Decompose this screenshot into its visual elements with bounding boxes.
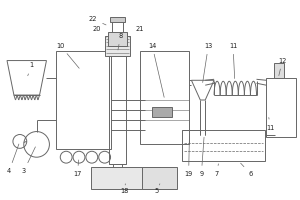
Bar: [274, 63, 284, 78]
Text: 21: 21: [130, 26, 144, 37]
Bar: [140, 51, 189, 144]
Text: 12: 12: [278, 58, 286, 76]
Text: 18: 18: [120, 184, 129, 194]
Text: 11: 11: [266, 118, 274, 131]
Bar: [91, 167, 160, 189]
Text: 3: 3: [22, 147, 35, 174]
Text: 13: 13: [203, 43, 212, 82]
Bar: [182, 130, 266, 161]
Text: 20: 20: [93, 26, 106, 37]
Text: 9: 9: [199, 137, 204, 177]
Bar: [56, 51, 111, 149]
Bar: [109, 51, 126, 164]
Bar: [108, 32, 127, 46]
Text: 22: 22: [89, 16, 106, 25]
Text: 1: 1: [28, 62, 34, 76]
Text: 7: 7: [214, 164, 218, 177]
Text: 6: 6: [241, 163, 253, 177]
Bar: [152, 107, 172, 117]
Bar: [266, 78, 296, 137]
Bar: [142, 167, 177, 189]
Text: 11: 11: [229, 43, 237, 78]
Text: 19: 19: [184, 137, 193, 177]
Text: 14: 14: [148, 43, 164, 97]
Text: 8: 8: [118, 33, 123, 50]
Text: 10: 10: [56, 43, 79, 68]
Text: 17: 17: [73, 160, 82, 177]
Text: 5: 5: [155, 184, 160, 194]
Text: 4: 4: [7, 144, 19, 174]
Bar: [110, 17, 125, 22]
Bar: [105, 36, 130, 56]
